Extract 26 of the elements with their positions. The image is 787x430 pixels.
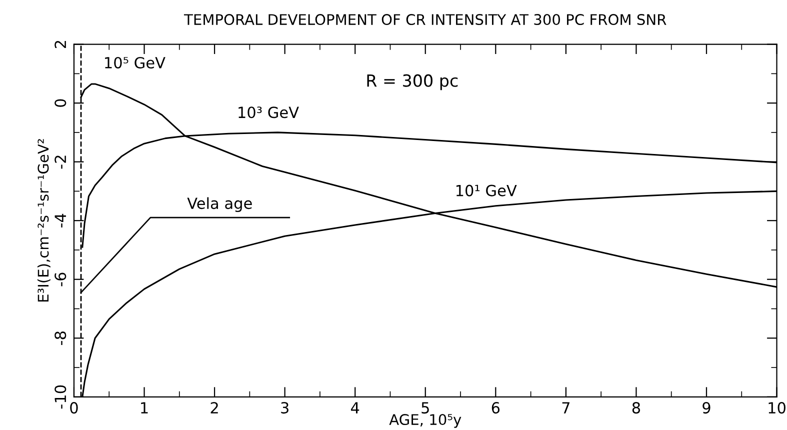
y-axis-title: E³I(E),cm⁻²s⁻¹sr⁻¹GeV² [37,139,50,302]
x-tick-label: 9 [702,402,710,414]
x-tick-label: 0 [70,402,78,414]
y-tick-label: -2 [54,156,66,169]
chart-title: TEMPORAL DEVELOPMENT OF CR INTENSITY AT 300 PC FROM SNR [184,14,666,26]
x-tick-label: 5 [422,402,429,414]
y-tick-label: -6 [54,272,66,286]
y-tick-label: -10 [54,385,66,409]
y-tick-label: 0 [54,99,66,107]
x-tick-label: 1 [141,402,148,414]
annotation: Vela age [187,197,252,212]
x-tick-label: 2 [210,402,218,414]
x-tick-label: 8 [632,402,640,414]
annotation: 10¹ GeV [456,184,517,196]
x-tick-label: 10 [768,402,786,414]
y-tick-label: -4 [54,214,66,228]
annotation: 10⁵ GeV [105,56,166,68]
x-tick-label: 7 [562,402,570,414]
annotation: R = 300 pc [367,74,458,90]
x-tick-label: 4 [350,402,360,414]
annotation: 10³ GeV [238,106,299,118]
x-axis-title: AGE, 10⁵y [389,414,462,428]
y-tick-label: 2 [54,40,66,48]
x-tick-label: 6 [492,402,500,414]
y-tick-label: -8 [54,332,66,345]
x-tick-label: 3 [281,402,288,414]
